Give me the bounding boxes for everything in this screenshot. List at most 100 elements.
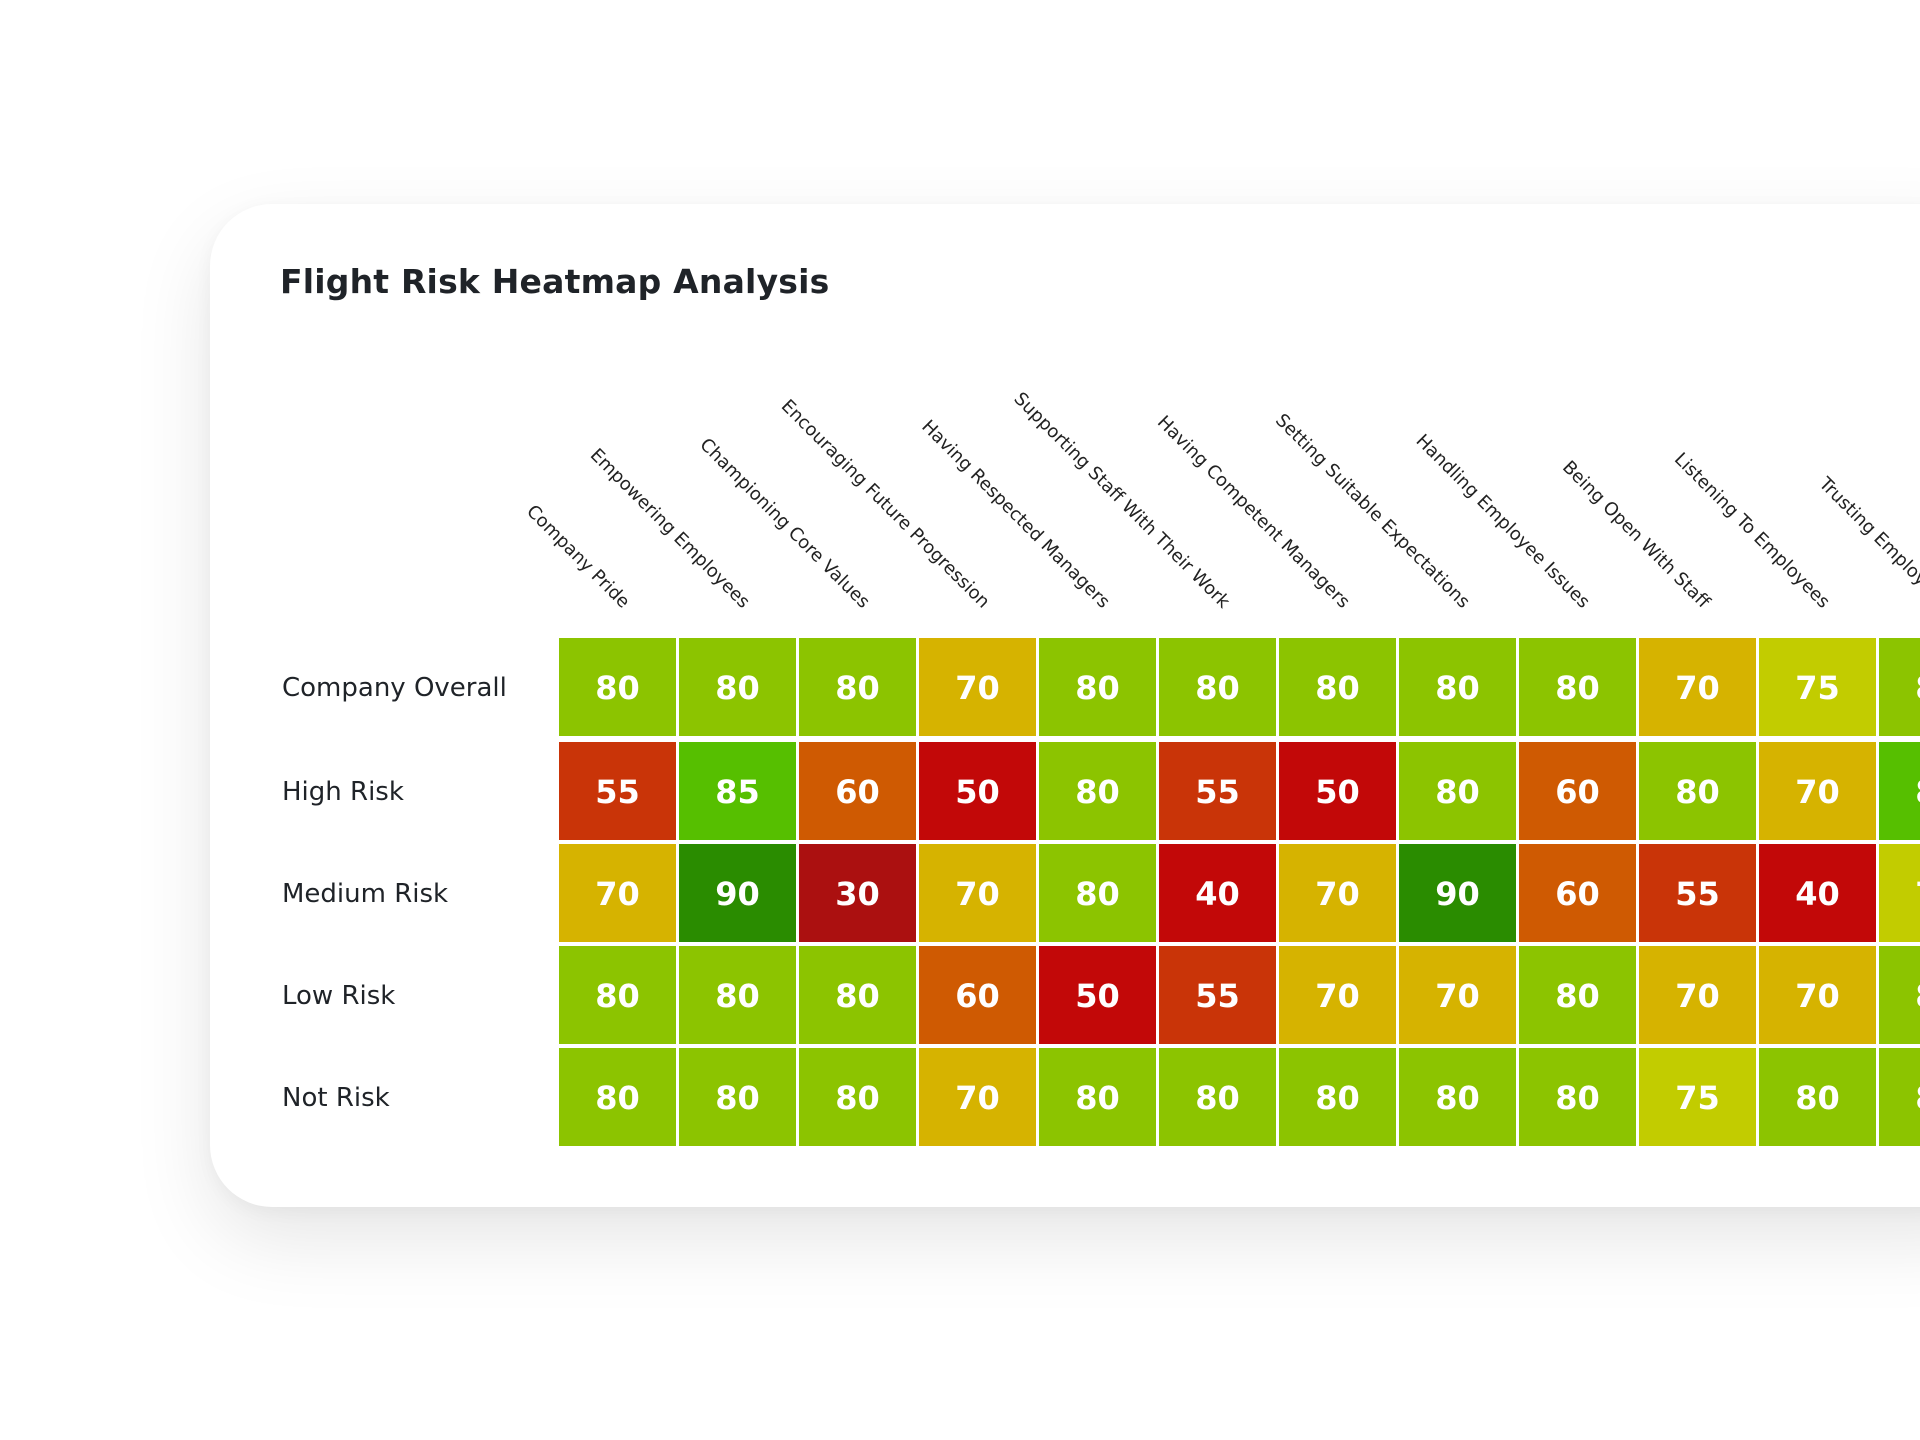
heatmap-cell [559, 1048, 676, 1146]
heatmap-cell [679, 946, 796, 1044]
cell-value: 50 [1315, 773, 1360, 811]
cell-value: 70 [955, 669, 1000, 707]
heatmap-cell [1759, 742, 1876, 840]
cell-value: 75 [1795, 669, 1840, 707]
heatmap-cell [1039, 742, 1156, 840]
cell-value: 80 [1435, 669, 1480, 707]
column-label: Encouraging Future Progression [777, 396, 994, 613]
cell-value: 80 [1075, 875, 1120, 913]
cell-value: 80 [1315, 669, 1360, 707]
heatmap-cell [1159, 1048, 1276, 1146]
heatmap-cell [919, 742, 1036, 840]
heatmap-cell [1399, 742, 1516, 840]
heatmap-cell [679, 1048, 796, 1146]
cell-value: 80 [1795, 1079, 1840, 1117]
cell-value: 80 [1915, 1079, 1920, 1117]
cell-value: 80 [1555, 669, 1600, 707]
heatmap-cell [1159, 638, 1276, 736]
heatmap-cell [1759, 638, 1876, 736]
cell-value: 70 [955, 875, 1000, 913]
heatmap-cell [1279, 946, 1396, 1044]
cell-value: 55 [1675, 875, 1720, 913]
cell-value: 80 [1435, 1079, 1480, 1117]
cell-value: 80 [1075, 773, 1120, 811]
cell-value: 60 [955, 977, 1000, 1015]
cell-value: 80 [595, 669, 640, 707]
cell-value: 80 [1555, 1079, 1600, 1117]
heatmap-cell [1879, 638, 1920, 736]
heatmap-cell [1519, 638, 1636, 736]
heatmap-cell [919, 638, 1036, 736]
cell-value: 70 [1315, 875, 1360, 913]
row-label: High Risk [282, 777, 404, 807]
heatmap-cell [559, 844, 676, 942]
cell-value: 80 [1195, 669, 1240, 707]
heatmap-cell [1879, 844, 1920, 942]
heatmap-cell [559, 638, 676, 736]
heatmap-cell [679, 638, 796, 736]
cell-value: 70 [1675, 977, 1720, 1015]
heatmap-cell [799, 1048, 916, 1146]
heatmap-cell [1879, 1048, 1920, 1146]
cell-value: 60 [1555, 875, 1600, 913]
heatmap-cell [1639, 844, 1756, 942]
cell-value: 80 [595, 977, 640, 1015]
cell-value: 40 [1195, 875, 1240, 913]
cell-value: 70 [595, 875, 640, 913]
cell-value: 55 [595, 773, 640, 811]
cell-value: 80 [1315, 1079, 1360, 1117]
cell-value: 50 [1075, 977, 1120, 1015]
cell-value: 60 [835, 773, 880, 811]
cell-value: 80 [1435, 773, 1480, 811]
column-label: Supporting Staff With Their Work [1010, 388, 1235, 613]
cell-value: 80 [715, 669, 760, 707]
heatmap-cell [1639, 638, 1756, 736]
cell-value: 80 [715, 977, 760, 1015]
column-label: Trusting Employees [1814, 473, 1920, 613]
cell-value: 70 [955, 1079, 1000, 1117]
row-label: Not Risk [282, 1083, 390, 1113]
heatmap-cell [679, 742, 796, 840]
row-label: Company Overall [282, 673, 507, 703]
cell-value: 55 [1195, 977, 1240, 1015]
cell-value: 80 [1915, 977, 1920, 1015]
heatmap-cell [1159, 742, 1276, 840]
cell-value: 70 [1795, 977, 1840, 1015]
cell-value: 60 [1555, 773, 1600, 811]
cell-value: 85 [1915, 773, 1920, 811]
cell-value: 80 [1075, 1079, 1120, 1117]
heatmap-cell [1519, 946, 1636, 1044]
heatmap-cell [1759, 844, 1876, 942]
heatmap-cell [1039, 638, 1156, 736]
row-label: Low Risk [282, 981, 395, 1011]
heatmap-cell [1519, 844, 1636, 942]
cell-value: 75 [1675, 1079, 1720, 1117]
heatmap-cell [1279, 742, 1396, 840]
heatmap-cell [799, 946, 916, 1044]
cell-value: 80 [835, 977, 880, 1015]
row-label: Medium Risk [282, 879, 448, 909]
heatmap-cell [1519, 742, 1636, 840]
heatmap-cell [1759, 946, 1876, 1044]
heatmap-cell [799, 742, 916, 840]
column-label: Setting Suitable Expectations [1271, 410, 1474, 613]
cell-value: 70 [1315, 977, 1360, 1015]
heatmap-cell [919, 844, 1036, 942]
heatmap-cell [1879, 742, 1920, 840]
cell-value: 90 [1435, 875, 1480, 913]
heatmap-cell [1639, 1048, 1756, 1146]
cell-value: 30 [835, 875, 880, 913]
heatmap-cell [1279, 844, 1396, 942]
cell-value: 80 [835, 669, 880, 707]
heatmap-cell [1399, 946, 1516, 1044]
cell-value: 90 [715, 875, 760, 913]
heatmap-cell [1639, 742, 1756, 840]
cell-value: 50 [955, 773, 1000, 811]
heatmap-cell [1399, 844, 1516, 942]
heatmap-cell [1639, 946, 1756, 1044]
cell-value: 70 [1795, 773, 1840, 811]
cell-value: 75 [1915, 875, 1920, 913]
column-label: Having Respected Managers [917, 416, 1113, 612]
cell-value: 40 [1795, 875, 1840, 913]
